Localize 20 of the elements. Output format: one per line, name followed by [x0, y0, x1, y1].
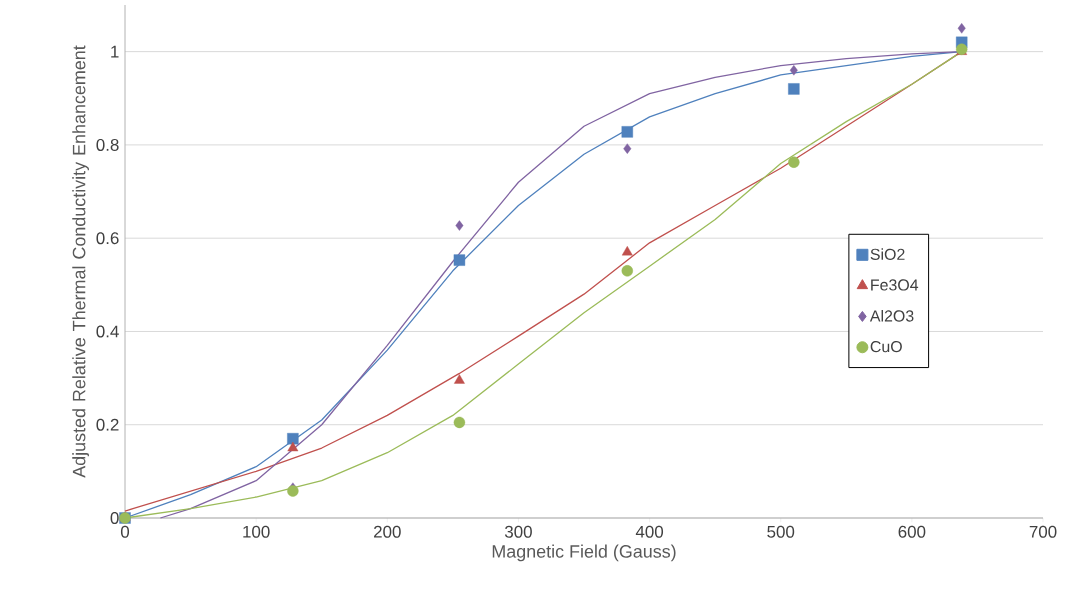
x-tick-label: 200 — [374, 525, 401, 538]
y-axis-title: Adjusted Relative Thermal Conductivity Enhancement — [72, 45, 89, 478]
x-tick-label: 400 — [635, 525, 664, 538]
x-tick-label: 0 — [120, 525, 130, 538]
y-tick-label: 0.2 — [96, 418, 119, 431]
y-tick-label: 0.6 — [96, 232, 119, 245]
legend-label: CuO — [870, 340, 902, 353]
x-axis-title: Magnetic Field (Gauss) — [492, 544, 676, 562]
x-tick-label: 600 — [898, 525, 926, 538]
legend-label: Fe3O4 — [871, 279, 919, 291]
legend-label: Al2O3 — [869, 309, 914, 322]
y-tick-label: 0.8 — [96, 138, 119, 151]
y-tick-label: 0.4 — [96, 325, 119, 338]
x-tick-label: 500 — [767, 525, 795, 538]
x-tick-label: 700 — [1029, 525, 1057, 538]
y-tick-label: 1 — [111, 45, 119, 58]
y-tick-label: 0 — [110, 512, 119, 524]
x-tick-label: 100 — [243, 525, 270, 538]
x-tick-label: 300 — [504, 525, 532, 538]
legend-label: SiO2 — [870, 248, 905, 260]
